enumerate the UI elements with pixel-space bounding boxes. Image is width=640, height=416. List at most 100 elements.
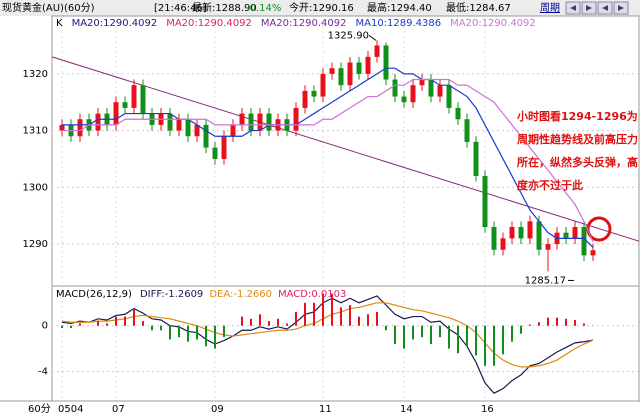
trough-label: 1285.17	[525, 275, 566, 286]
candle-body	[401, 96, 407, 103]
candle-body	[356, 62, 362, 74]
legend-item: MA20:1290.4092	[166, 18, 252, 29]
candle-body	[257, 113, 263, 131]
ma-line	[62, 67, 594, 248]
time: [21:46:46]	[154, 3, 207, 14]
candle-body	[410, 85, 416, 103]
candle-body	[95, 113, 101, 131]
y-tick-label: 0	[42, 321, 48, 332]
period-button[interactable]: 周期	[540, 2, 560, 14]
x-tick-label: 0504	[58, 404, 83, 415]
candle-body	[455, 107, 461, 120]
open: 今开:1290.16	[289, 1, 354, 14]
x-tick-label: 14	[400, 404, 413, 415]
legend-item: DEA:-1.2660	[209, 289, 272, 300]
candle-body	[140, 85, 146, 114]
legend-item: MA20:1290.4092	[450, 18, 536, 29]
candle-body	[590, 250, 596, 256]
candle-body	[311, 90, 317, 97]
candle-body	[113, 102, 119, 125]
candle-body	[59, 124, 65, 131]
annotation: 小时图看1294-1296为	[516, 109, 638, 123]
candle-body	[464, 119, 470, 142]
y-tick-label: 1290	[23, 239, 48, 250]
annotation: 度亦不过于此	[517, 178, 583, 192]
low: 最低:1284.67	[446, 1, 511, 14]
candle-body	[248, 113, 254, 131]
macd-panel	[51, 285, 640, 402]
candle-body	[482, 175, 488, 228]
candle-body	[221, 136, 227, 159]
candle-body	[473, 141, 479, 176]
x-axis-label: 60分	[28, 403, 51, 415]
header-bar	[0, 0, 640, 16]
candle-body	[563, 232, 569, 239]
x-tick-label: 09	[211, 404, 224, 415]
macd-line	[61, 295, 594, 394]
candle-body	[491, 227, 497, 250]
candle-body	[392, 79, 398, 97]
candle-body	[122, 102, 128, 108]
symbol: 现货黄金(AU)(60分)	[2, 1, 95, 14]
candle-body	[527, 221, 533, 239]
trend-line	[51, 56, 640, 242]
candle-body	[167, 113, 173, 131]
peak-arrow	[368, 34, 377, 41]
candle-body	[266, 113, 272, 131]
y-tick-label: 1300	[23, 182, 48, 193]
candle-body	[437, 85, 443, 97]
y-tick-label: 1320	[23, 69, 48, 80]
candle-body	[176, 119, 182, 131]
candle-body	[536, 221, 542, 250]
last: 最新:1288.90	[192, 1, 257, 14]
candle-body	[293, 107, 299, 131]
candle-body	[509, 227, 515, 239]
candle-body	[572, 227, 578, 239]
y-tick-label: 1310	[23, 126, 48, 137]
candle-body	[230, 124, 236, 137]
y-tick-label: -4	[38, 366, 48, 377]
candle-body	[185, 119, 191, 137]
candle-body	[365, 56, 371, 74]
candle-body	[320, 73, 326, 97]
legend-item: MACD:0.0103	[278, 289, 346, 300]
main-panel	[51, 15, 640, 287]
legend-item: MA20:1290.4092	[261, 18, 347, 29]
legend-item: MA10:1289.4386	[355, 18, 441, 29]
high: 最高:1294.40	[367, 1, 432, 14]
candle-body	[374, 45, 380, 57]
candle-body	[383, 45, 389, 80]
candle-body	[77, 119, 83, 137]
legend-item: MA20:1290.4092	[72, 18, 158, 29]
change: -0.14%	[246, 3, 281, 14]
candle-body	[239, 113, 245, 125]
candle-body	[131, 85, 137, 108]
candle-body	[518, 227, 524, 239]
toolbar[interactable]	[565, 1, 629, 15]
x-tick-label: 16	[481, 404, 494, 415]
peak-label: 1325.90	[328, 30, 369, 41]
candle-body	[203, 124, 209, 148]
annotation: 周期性趋势线及前高压力	[517, 132, 638, 146]
macd-title: MACD(26,12,9)	[56, 289, 132, 300]
legend-item: DIFF:-1.2609	[140, 289, 203, 300]
candle-body	[329, 68, 335, 74]
candle-body	[545, 244, 551, 250]
candle-body	[338, 68, 344, 86]
candle-body	[212, 147, 218, 159]
annotation: 所在，纵然多头反弹，高	[517, 155, 638, 169]
macd-line	[61, 302, 594, 368]
candle-body	[428, 79, 434, 97]
candle-body	[500, 238, 506, 250]
candle-body	[194, 124, 200, 137]
ma-line	[62, 78, 594, 242]
x-tick-label: 07	[112, 404, 125, 415]
candle-body	[302, 90, 308, 108]
legend-item: K	[56, 18, 63, 29]
x-tick-label: 11	[319, 404, 332, 415]
candle-body	[581, 227, 587, 256]
candle-body	[419, 79, 425, 86]
candle-body	[446, 85, 452, 108]
candle-body	[347, 62, 353, 86]
